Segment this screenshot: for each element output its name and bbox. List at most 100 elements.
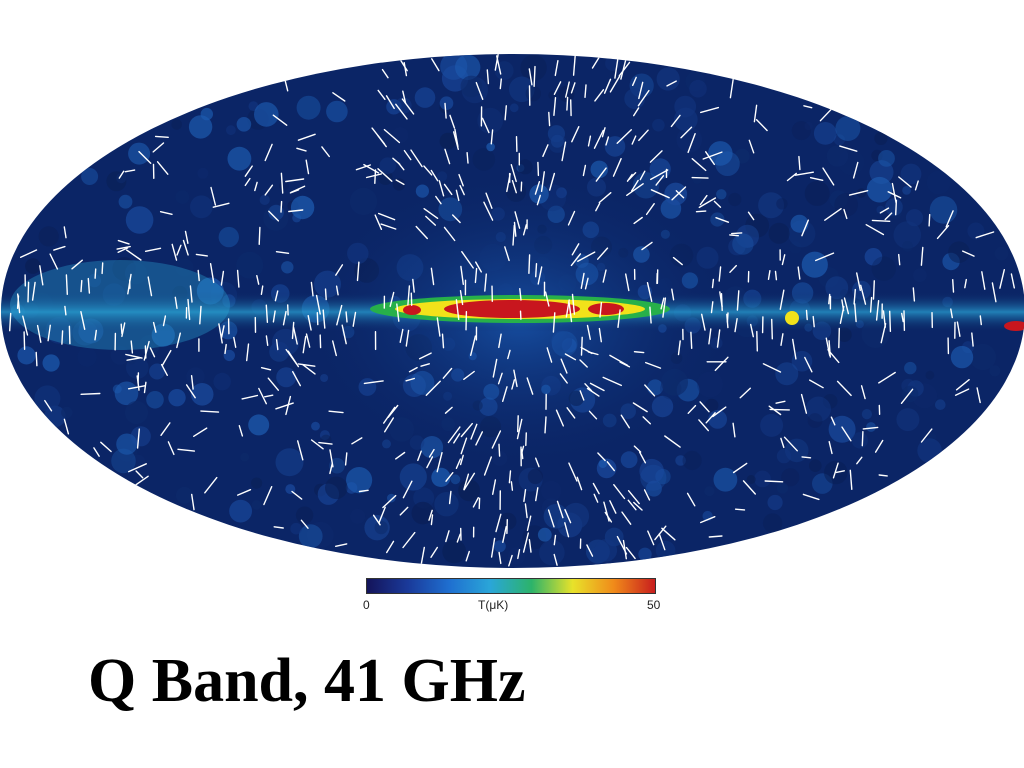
polarization-vector [481,117,490,134]
polarization-vector [729,78,734,99]
polarization-vector [771,318,773,340]
polarization-vector [767,270,771,280]
polarization-vector [117,247,129,254]
fluctuation-blob [116,173,127,184]
fluctuation-blob [776,482,789,494]
fluctuation-blob [732,233,754,255]
polarization-vector [284,79,289,92]
polarization-vector [483,456,492,476]
fluctuation-blob [42,354,60,372]
polarization-vector [399,328,404,343]
polarization-vector [199,305,202,325]
polarization-vector [430,546,438,558]
fluctuation-blob [507,547,526,565]
polarization-vector [455,189,460,202]
polarization-vector [466,151,469,164]
polarization-vector [23,331,26,350]
fluctuation-blob [562,502,590,530]
polarization-vector [928,213,931,227]
polarization-vector [715,216,730,223]
polarization-vector [171,243,178,261]
polarization-vector [400,60,408,72]
polarization-vector [726,313,729,329]
fluctuation-blob [541,480,562,502]
fluctuation-blob [527,468,544,485]
polarization-vector [568,302,573,323]
polarization-vectors [8,54,1015,567]
polarization-vector [567,210,576,226]
polarization-vector [736,290,740,311]
polarization-vector [580,346,593,355]
fluctuation-blob [477,107,504,134]
polarization-vector [100,441,112,453]
fluctuation-blob [829,190,848,209]
fluctuation-blob [692,174,702,184]
polarization-vector [609,354,628,366]
fluctuation-blob [874,131,888,145]
polarization-vector [528,539,532,553]
polarization-vector [209,263,215,284]
polarization-vector [384,417,394,433]
polarization-vector [174,296,178,309]
polarization-vector [720,293,723,312]
fluctuation-blob [494,61,514,81]
fluctuation-blob [789,241,802,254]
fluctuation-blob [281,261,294,274]
polarization-vector [962,250,975,257]
polarization-vector [950,308,953,319]
polarization-vector [839,145,858,152]
polarization-vector [94,268,97,279]
polarization-vector [625,273,630,292]
polarization-vector [190,375,194,390]
polarization-vector [599,302,603,318]
polarization-vector [224,343,227,355]
polarization-vector [87,277,91,294]
polarization-vector [138,150,152,165]
fluctuation-blob [866,176,893,203]
polarization-vector [470,335,477,356]
plane-red-knot [588,303,624,315]
polarization-vector [589,382,605,392]
polarization-vector [556,500,564,519]
polarization-vector [856,456,863,465]
polarization-vector [701,313,706,331]
fluctuation-blob [645,480,662,497]
polarization-vector [443,226,456,242]
polarization-vector [861,431,864,447]
polarization-vector [633,351,645,354]
polarization-vector [512,224,515,246]
polarization-vector [792,338,797,360]
polarization-vector [708,535,723,538]
polarization-vector [387,404,399,418]
polarization-vector [426,456,434,469]
polarization-vector [786,172,797,182]
fluctuation-blob [472,148,496,171]
fluctuation-blob [835,116,861,141]
polarization-vector [655,175,665,186]
polarization-vector [345,311,348,323]
fluctuation-blob [902,240,913,252]
fluctuation-blob [458,479,480,502]
polarization-vector [160,422,171,436]
polarization-vector [714,356,729,372]
fluctuation-blob [760,413,784,437]
fluctuation-blob [675,455,686,466]
fluctuation-blob [307,521,334,549]
polarization-vector [449,114,456,129]
polarization-vector [571,125,580,143]
fluctuation-blob [716,189,727,200]
polarization-vector [483,201,494,221]
polarization-vector [627,499,637,511]
polarization-vector [381,68,389,79]
fluctuation-blob [950,345,974,369]
polarization-vector [144,247,162,253]
polarization-vector [176,244,182,256]
polarization-vector [236,489,252,496]
fluctuation-blob [374,520,388,535]
fluctuation-blob [929,196,958,224]
polarization-vector [553,81,562,96]
polarization-vector [258,226,261,246]
polarization-vector [492,479,497,495]
fluctuation-blob [279,180,289,191]
polarization-vector [20,249,38,258]
